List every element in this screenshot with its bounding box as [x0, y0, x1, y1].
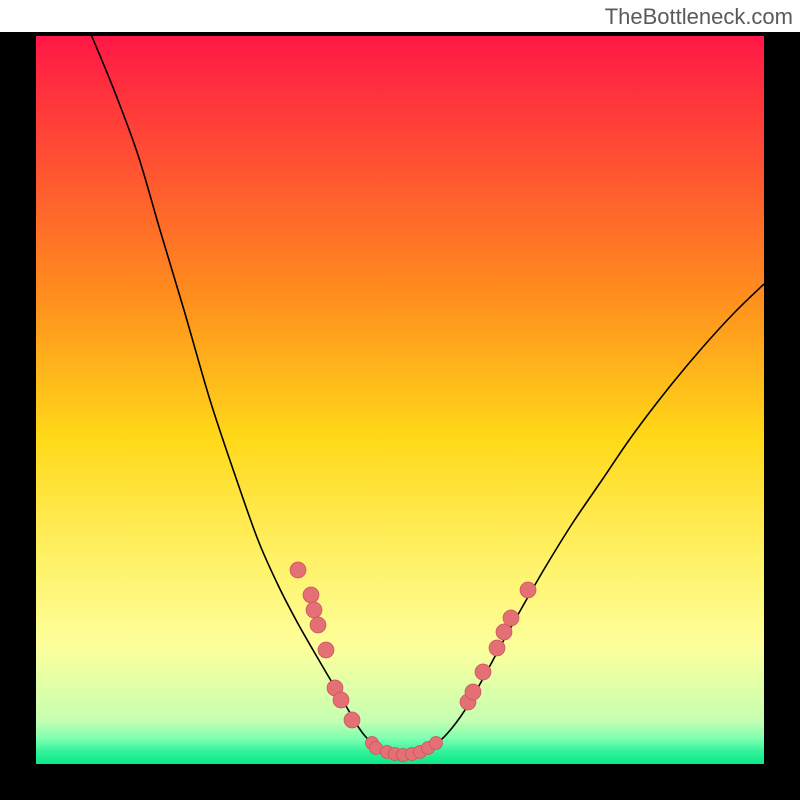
data-marker [344, 712, 360, 728]
data-marker [318, 642, 334, 658]
data-marker [306, 602, 322, 618]
data-marker [303, 587, 319, 603]
data-marker [475, 664, 491, 680]
chart-frame: TheBottleneck.com [0, 0, 800, 800]
data-marker [465, 684, 481, 700]
data-marker [333, 692, 349, 708]
watermark-text: TheBottleneck.com [605, 4, 793, 29]
data-marker [430, 737, 443, 750]
chart-svg: TheBottleneck.com [0, 0, 800, 800]
data-marker [503, 610, 519, 626]
data-marker [496, 624, 512, 640]
data-marker [290, 562, 306, 578]
data-marker [310, 617, 326, 633]
data-marker [489, 640, 505, 656]
plot-area [36, 36, 764, 764]
data-marker [520, 582, 536, 598]
